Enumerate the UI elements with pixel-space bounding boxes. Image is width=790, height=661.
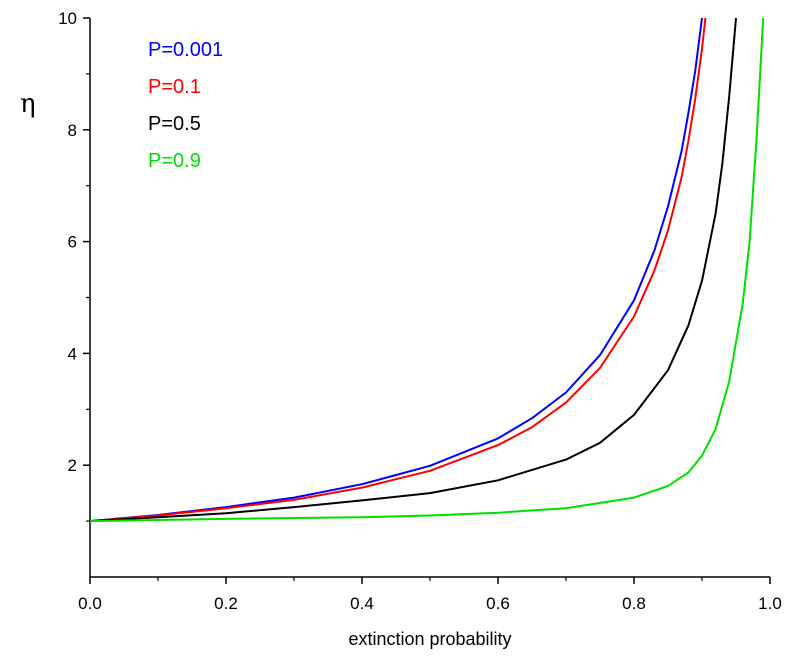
y-tick-label: 8	[68, 121, 77, 140]
plot-area	[89, 17, 765, 523]
x-tick-label: 0.4	[350, 594, 374, 613]
y-tick-label: 6	[68, 233, 77, 252]
series-line-p-0-001	[89, 17, 703, 523]
y-tick-label: 2	[68, 456, 77, 475]
x-tick-label: 0.6	[486, 594, 510, 613]
legend-entry: P=0.5	[148, 113, 201, 135]
series-line-p-0-5	[89, 17, 737, 523]
ticks: 0.0 0.2 0.4 0.6 0.8 1.0 2 4 6 8 10	[58, 9, 782, 613]
series-line-p-0-1	[89, 17, 707, 523]
y-tick-label: 4	[68, 344, 77, 363]
x-tick-label: 0.2	[214, 594, 238, 613]
x-tick-label: 0.0	[78, 594, 102, 613]
legend: P=0.001 P=0.1 P=0.5 P=0.9	[148, 39, 223, 172]
x-axis-label: extinction probability	[348, 629, 511, 649]
x-tick-label: 1.0	[758, 594, 782, 613]
series-line-p-0-9	[89, 17, 765, 523]
legend-entry: P=0.1	[148, 76, 201, 98]
y-axis-label: η	[20, 89, 36, 119]
y-tick-label: 10	[58, 9, 77, 28]
x-tick-label: 0.8	[622, 594, 646, 613]
legend-entry: P=0.001	[148, 39, 223, 61]
legend-entry: P=0.9	[148, 150, 201, 172]
